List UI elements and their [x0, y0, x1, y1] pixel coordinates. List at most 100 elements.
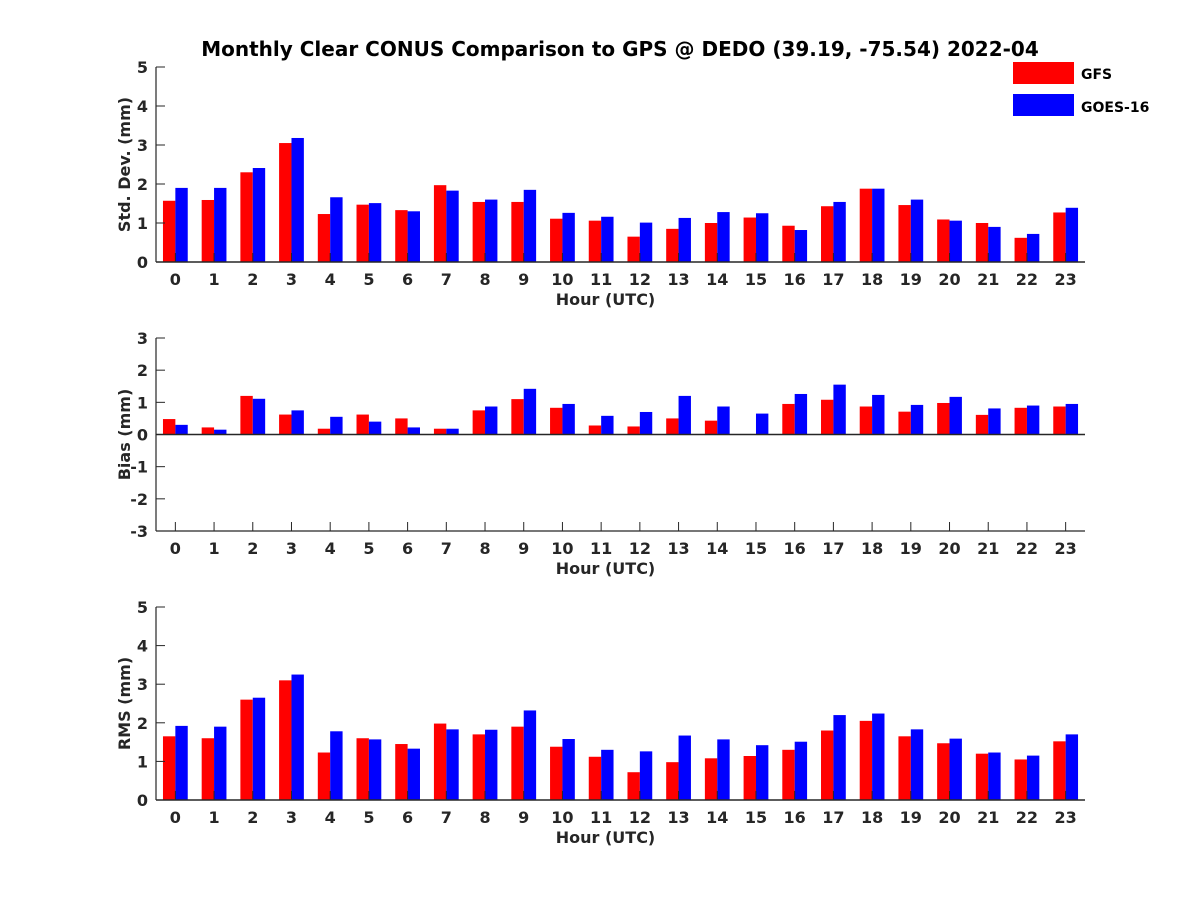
y-axis-label: Bias (mm): [115, 389, 134, 481]
bar-gfs-23: [1053, 406, 1066, 435]
x-tick-label: 10: [551, 270, 573, 289]
x-tick-label: 11: [590, 539, 612, 558]
bar-gfs-6: [395, 744, 408, 800]
bar-gfs-7: [433, 428, 447, 435]
bar-goes16-12: [639, 222, 653, 262]
bar-gfs-3: [279, 680, 292, 800]
y-tick-label: 0: [137, 426, 148, 445]
bar-gfs-2: [240, 395, 253, 435]
bar-goes16-23: [1065, 207, 1079, 262]
x-tick-label: 17: [822, 270, 844, 289]
bar-goes16-8: [485, 199, 498, 262]
bar-gfs-14: [704, 758, 718, 800]
bar-goes16-1: [214, 187, 227, 262]
bar-gfs-1: [201, 738, 215, 800]
bar-goes16-6: [407, 211, 420, 262]
bar-goes16-21: [988, 408, 1001, 435]
bar-gfs-8: [472, 734, 486, 800]
x-tick-label: 8: [479, 270, 490, 289]
bar-gfs-12: [627, 236, 640, 262]
y-tick-label: 4: [137, 97, 148, 116]
x-tick-label: 4: [325, 539, 336, 558]
x-tick-label: 14: [706, 539, 728, 558]
bar-gfs-21: [975, 753, 989, 800]
x-tick-label: 9: [518, 808, 529, 827]
bar-goes16-5: [368, 739, 382, 800]
y-axis-label: Std. Dev. (mm): [115, 97, 134, 232]
bar-gfs-4: [317, 428, 331, 435]
y-tick-label: 1: [137, 752, 148, 771]
legend-swatch-gfs: [1013, 62, 1074, 84]
bar-goes16-22: [1026, 405, 1040, 435]
x-tick-label: 0: [170, 270, 181, 289]
x-tick-label: 22: [1016, 270, 1038, 289]
bar-gfs-13: [666, 228, 679, 262]
y-tick-label: 3: [137, 136, 148, 155]
x-tick-label: 7: [441, 539, 452, 558]
bar-gfs-20: [937, 743, 950, 800]
y-tick-label: 2: [137, 714, 148, 733]
bar-goes16-19: [910, 404, 924, 435]
bar-gfs-6: [395, 418, 408, 435]
bar-gfs-10: [550, 218, 563, 262]
bar-gfs-16: [782, 225, 795, 262]
bar-goes16-20: [949, 738, 962, 800]
legend-label-gfs: GFS: [1081, 67, 1112, 83]
bar-gfs-2: [240, 172, 253, 262]
x-tick-label: 7: [441, 270, 452, 289]
x-tick-label: 8: [479, 539, 490, 558]
bar-goes16-1: [214, 429, 227, 435]
bar-goes16-13: [678, 735, 691, 800]
bar-gfs-15: [743, 756, 756, 800]
bar-gfs-18: [859, 406, 873, 435]
x-tick-label: 10: [551, 808, 573, 827]
bar-goes16-9: [523, 189, 537, 262]
x-tick-label: 6: [402, 270, 413, 289]
bar-gfs-20: [937, 219, 950, 262]
bar-gfs-3: [279, 414, 292, 435]
bar-gfs-11: [588, 220, 602, 262]
bar-gfs-7: [433, 723, 447, 800]
bar-gfs-2: [240, 699, 253, 800]
x-tick-label: 6: [402, 539, 413, 558]
bar-gfs-19: [898, 736, 911, 800]
x-tick-label: 18: [861, 270, 883, 289]
x-tick-label: 5: [363, 808, 374, 827]
bar-gfs-7: [433, 185, 447, 262]
x-axis-label: Hour (UTC): [556, 559, 656, 578]
x-tick-label: 20: [938, 270, 960, 289]
x-tick-label: 16: [784, 808, 806, 827]
bar-gfs-8: [472, 410, 486, 435]
x-tick-label: 22: [1016, 808, 1038, 827]
x-tick-label: 19: [900, 539, 922, 558]
bar-gfs-14: [704, 223, 718, 262]
bar-goes16-16: [794, 393, 808, 435]
x-tick-label: 1: [208, 270, 219, 289]
bar-goes16-11: [601, 216, 614, 262]
bar-goes16-2: [252, 697, 266, 800]
bar-gfs-8: [472, 201, 486, 262]
bar-goes16-23: [1065, 734, 1079, 800]
bar-goes16-9: [523, 388, 537, 435]
bar-gfs-13: [666, 762, 679, 800]
bar-gfs-10: [550, 746, 563, 800]
bar-gfs-23: [1053, 741, 1066, 800]
x-tick-label: 18: [861, 539, 883, 558]
legend: GFS GOES-16: [1013, 62, 1149, 116]
x-tick-label: 23: [1055, 270, 1077, 289]
bar-goes16-13: [678, 395, 691, 435]
bar-gfs-18: [859, 188, 873, 262]
bar-gfs-19: [898, 411, 911, 435]
legend-label-goes16: GOES-16: [1081, 100, 1149, 116]
y-tick-label: 3: [137, 329, 148, 348]
bar-gfs-4: [317, 752, 331, 800]
bar-goes16-16: [794, 741, 808, 800]
y-tick-label: 2: [137, 361, 148, 380]
bar-goes16-11: [601, 415, 614, 435]
y-tick-label: 3: [137, 675, 148, 694]
x-tick-label: 1: [208, 808, 219, 827]
x-tick-label: 0: [170, 539, 181, 558]
